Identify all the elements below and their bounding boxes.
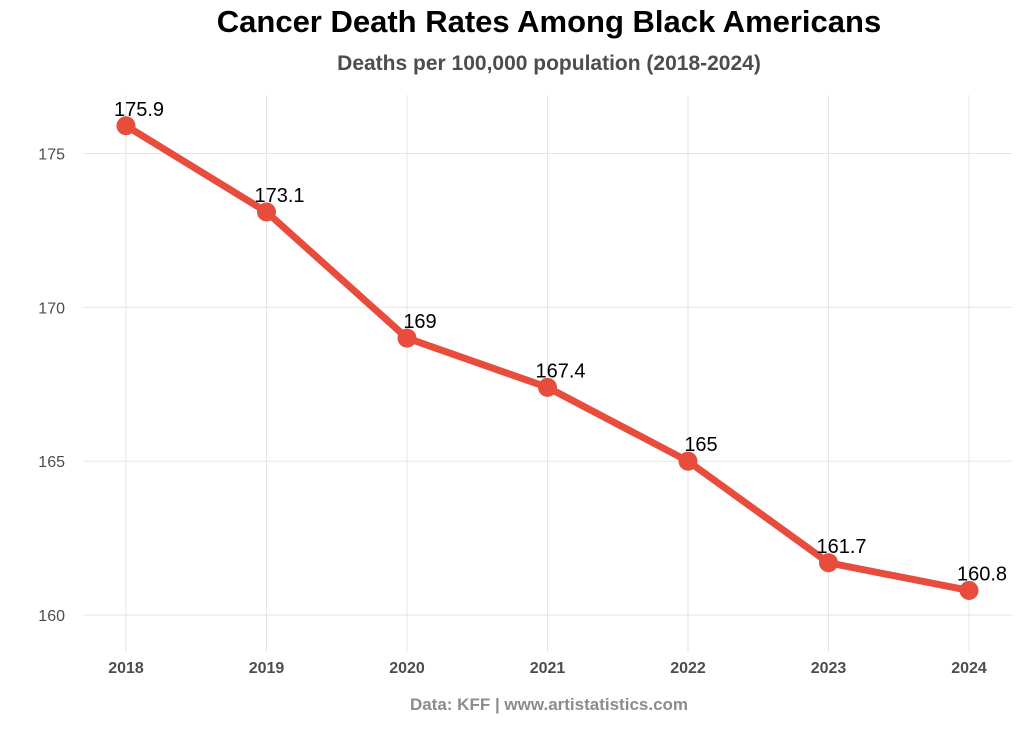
data-point bbox=[678, 451, 698, 471]
x-tick-label: 2018 bbox=[108, 660, 144, 677]
data-point bbox=[819, 553, 838, 573]
data-point bbox=[397, 328, 417, 348]
data-label: 169 bbox=[403, 311, 436, 333]
data-point bbox=[538, 377, 557, 397]
series-group bbox=[116, 116, 979, 600]
x-tick-label: 2022 bbox=[670, 660, 706, 677]
data-label: 173.1 bbox=[254, 185, 304, 207]
x-tick-label: 2019 bbox=[249, 660, 285, 677]
data-label: 161.7 bbox=[816, 536, 866, 558]
y-tick-label: 165 bbox=[38, 454, 65, 471]
data-point bbox=[116, 116, 136, 136]
x-axis-ticks: 2018 2019 2020 2021 2022 2023 2024 bbox=[108, 660, 987, 677]
x-tick-label: 2021 bbox=[530, 660, 566, 677]
data-point bbox=[959, 580, 979, 600]
data-point bbox=[257, 202, 276, 222]
chart-title: Cancer Death Rates Among Black Americans bbox=[216, 4, 882, 39]
y-tick-label: 175 bbox=[38, 146, 65, 163]
x-tick-label: 2023 bbox=[811, 660, 847, 677]
data-label: 175.9 bbox=[114, 99, 164, 121]
data-label: 167.4 bbox=[535, 360, 585, 382]
y-tick-label: 170 bbox=[38, 300, 65, 317]
chart-caption: Data: KFF | www.artistatistics.com bbox=[409, 695, 689, 714]
y-axis-ticks: 160 165 170 175 bbox=[38, 146, 65, 625]
x-gridlines bbox=[125, 95, 970, 652]
data-label: 165 bbox=[684, 434, 717, 456]
data-labels-group: 175.9 173.1 169 167.4 165 161.7 160.8 bbox=[114, 99, 1007, 586]
x-tick-label: 2020 bbox=[389, 660, 425, 677]
y-tick-label: 160 bbox=[38, 608, 65, 625]
chart-subtitle: Deaths per 100,000 population (2018-2024… bbox=[337, 52, 761, 75]
data-label: 160.8 bbox=[957, 563, 1007, 585]
x-tick-label: 2024 bbox=[951, 660, 987, 677]
